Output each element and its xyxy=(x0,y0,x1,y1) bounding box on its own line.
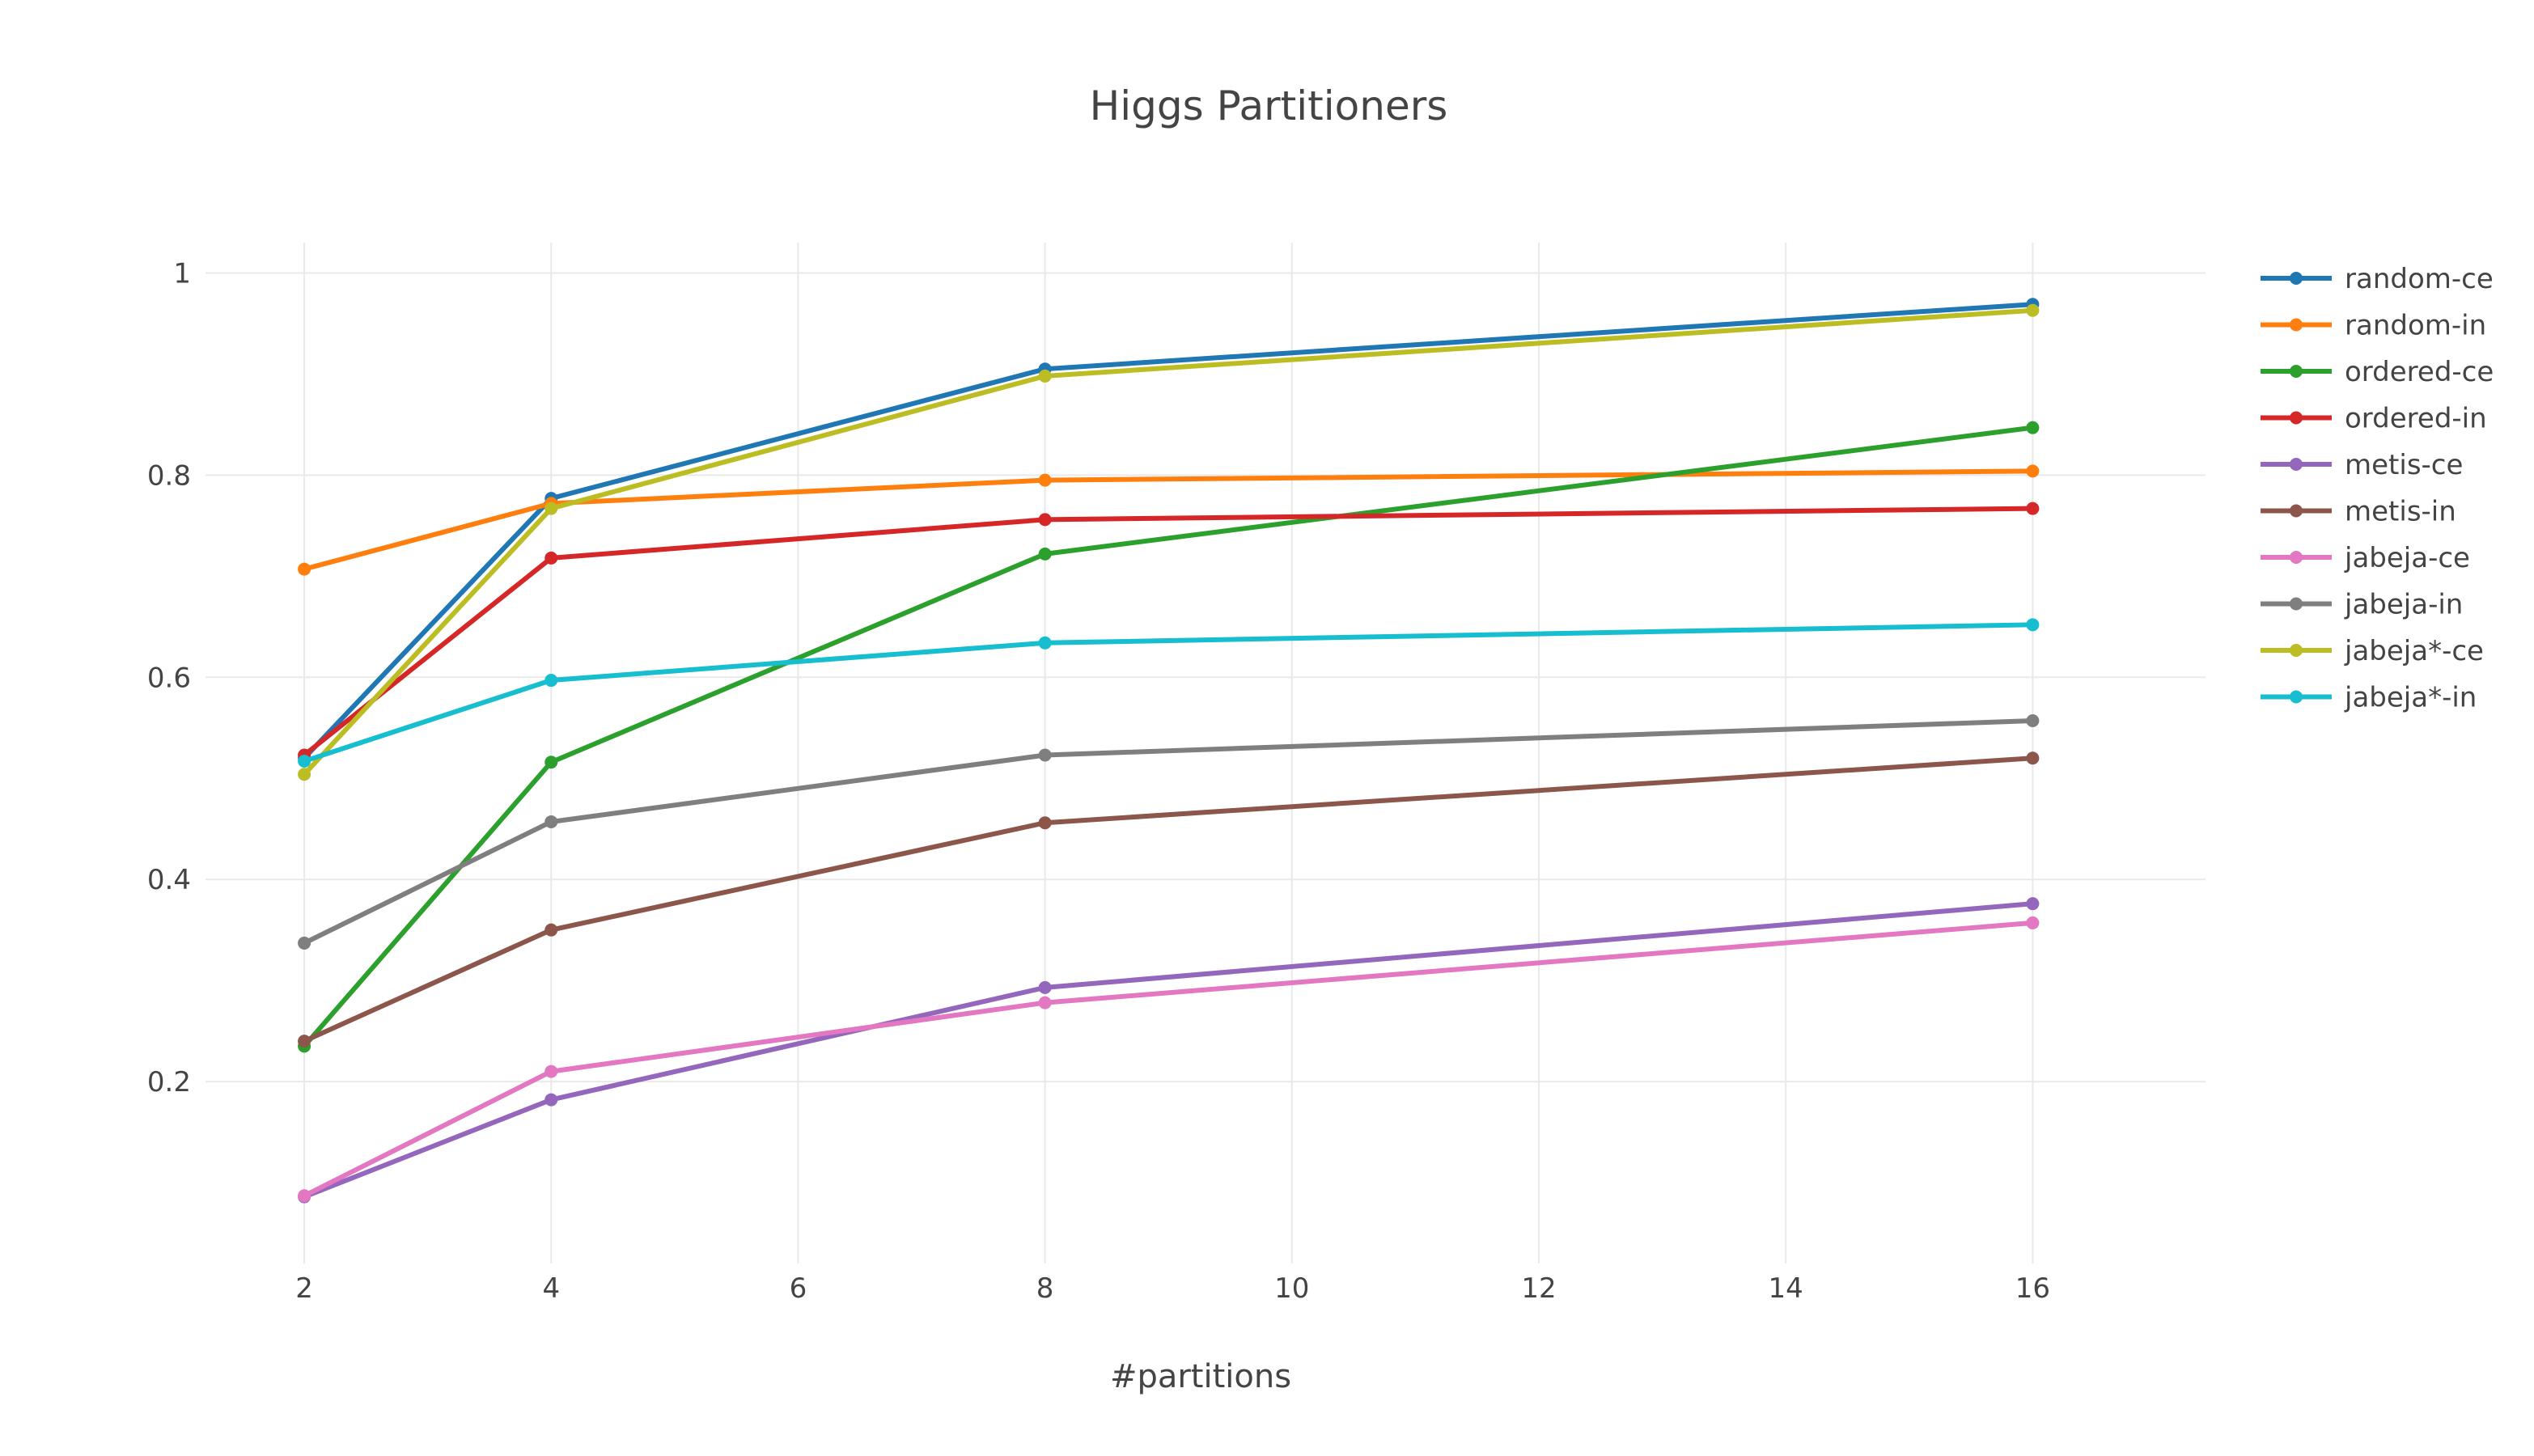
x-tick-label: 14 xyxy=(1769,1272,1803,1305)
x-tick-label: 16 xyxy=(2015,1272,2050,1305)
legend-item[interactable]: ordered-in xyxy=(2261,403,2487,435)
series-line[interactable] xyxy=(302,920,2036,1199)
series-jabeja-ce[interactable] xyxy=(298,916,2040,1203)
y-tick-label: 0.6 xyxy=(147,662,191,694)
data-point[interactable] xyxy=(545,815,558,828)
data-point[interactable] xyxy=(2026,421,2040,434)
legend-label: jabeja*-in xyxy=(2344,682,2477,714)
data-point[interactable] xyxy=(1038,547,1052,561)
series-jabeja-in[interactable] xyxy=(298,714,2040,950)
gridlines xyxy=(206,243,2206,1263)
data-point[interactable] xyxy=(2026,464,2040,478)
data-point[interactable] xyxy=(545,923,558,937)
series-line[interactable] xyxy=(302,756,2036,1044)
data-point[interactable] xyxy=(2026,618,2040,632)
legend-swatch-marker xyxy=(2290,365,2303,378)
legend-label: random-ce xyxy=(2345,263,2494,295)
data-point[interactable] xyxy=(2026,916,2040,929)
y-tick-label: 0.8 xyxy=(147,459,191,492)
series-jabeja*-ce[interactable] xyxy=(298,303,2040,781)
legend-swatch-marker xyxy=(2290,411,2303,425)
data-point[interactable] xyxy=(1038,980,1052,994)
x-axis-title: #partitions xyxy=(1110,1358,1291,1395)
data-point[interactable] xyxy=(545,1064,558,1078)
data-point[interactable] xyxy=(298,562,311,576)
legend-item[interactable]: metis-in xyxy=(2261,496,2456,528)
legend-label: random-in xyxy=(2345,310,2486,342)
legend-item[interactable]: jabeja*-ce xyxy=(2261,635,2484,667)
legend-swatch-marker xyxy=(2290,272,2303,285)
data-point[interactable] xyxy=(298,1035,311,1048)
data-point[interactable] xyxy=(2026,714,2040,728)
series-line[interactable] xyxy=(302,718,2036,946)
legend-swatch-marker xyxy=(2290,504,2303,518)
legend-item[interactable]: jabeja*-in xyxy=(2261,682,2477,714)
data-point[interactable] xyxy=(2026,502,2040,515)
legend-item[interactable]: jabeja-ce xyxy=(2261,542,2470,574)
data-point[interactable] xyxy=(1038,513,1052,527)
data-point[interactable] xyxy=(1038,748,1052,762)
x-axis-ticks: 2 4 6 8 10 12 14 16 xyxy=(295,1272,2050,1305)
legend[interactable]: random-ce random-in ordered-ce ordered-in me… xyxy=(2261,263,2494,714)
data-point[interactable] xyxy=(1038,473,1052,487)
x-tick-label: 8 xyxy=(1036,1272,1054,1305)
data-point[interactable] xyxy=(545,1093,558,1107)
series-line[interactable] xyxy=(302,506,2036,758)
legend-label: metis-ce xyxy=(2345,449,2463,481)
y-axis-ticks: 0.2 0.4 0.6 0.8 1 xyxy=(147,257,191,1098)
data-point[interactable] xyxy=(2026,303,2040,317)
series-jabeja*-in[interactable] xyxy=(298,618,2040,768)
data-point[interactable] xyxy=(545,756,558,769)
data-point[interactable] xyxy=(298,768,311,781)
legend-swatch-marker xyxy=(2290,458,2303,471)
data-point[interactable] xyxy=(2026,751,2040,765)
data-point[interactable] xyxy=(298,754,311,768)
legend-label: jabeja-ce xyxy=(2344,542,2470,574)
x-tick-label: 4 xyxy=(542,1272,560,1305)
series-line[interactable] xyxy=(302,901,2036,1200)
series-line[interactable] xyxy=(302,307,2036,777)
legend-label: ordered-ce xyxy=(2345,356,2494,388)
x-tick-label: 2 xyxy=(295,1272,313,1305)
x-tick-label: 12 xyxy=(1521,1272,1556,1305)
legend-item[interactable]: random-ce xyxy=(2261,263,2494,295)
data-point[interactable] xyxy=(2026,897,2040,911)
y-tick-label: 0.2 xyxy=(147,1066,191,1098)
legend-item[interactable]: random-in xyxy=(2261,310,2486,342)
legend-label: jabeja*-ce xyxy=(2344,635,2484,667)
data-point[interactable] xyxy=(298,936,311,950)
series-line[interactable] xyxy=(302,468,2036,572)
series-metis-in[interactable] xyxy=(298,751,2040,1048)
legend-swatch-marker xyxy=(2290,644,2303,657)
legend-item[interactable]: metis-ce xyxy=(2261,449,2463,481)
data-point[interactable] xyxy=(545,551,558,565)
legend-swatch-marker xyxy=(2290,318,2303,332)
chart-title: Higgs Partitioners xyxy=(1090,83,1448,129)
x-tick-label: 6 xyxy=(790,1272,807,1305)
series-ordered-in[interactable] xyxy=(298,502,2040,762)
data-point[interactable] xyxy=(1038,996,1052,1009)
legend-swatch-marker xyxy=(2290,690,2303,704)
series-group xyxy=(298,298,2040,1204)
legend-item[interactable]: ordered-ce xyxy=(2261,356,2494,388)
data-point[interactable] xyxy=(545,502,558,515)
legend-label: ordered-in xyxy=(2345,403,2487,435)
x-tick-label: 10 xyxy=(1274,1272,1309,1305)
data-point[interactable] xyxy=(545,674,558,688)
series-line[interactable] xyxy=(302,425,2036,1049)
data-point[interactable] xyxy=(1038,369,1052,383)
series-line[interactable] xyxy=(302,622,2036,764)
data-point[interactable] xyxy=(1038,816,1052,830)
legend-swatch-marker xyxy=(2290,551,2303,564)
series-line[interactable] xyxy=(302,302,2036,761)
y-tick-label: 1 xyxy=(173,257,191,290)
legend-label: metis-in xyxy=(2345,496,2456,528)
data-point[interactable] xyxy=(298,1189,311,1203)
legend-label: jabeja-in xyxy=(2344,589,2463,621)
legend-swatch-marker xyxy=(2290,597,2303,611)
data-point[interactable] xyxy=(1038,636,1052,650)
y-tick-label: 0.4 xyxy=(147,864,191,896)
legend-item[interactable]: jabeja-in xyxy=(2261,589,2463,621)
